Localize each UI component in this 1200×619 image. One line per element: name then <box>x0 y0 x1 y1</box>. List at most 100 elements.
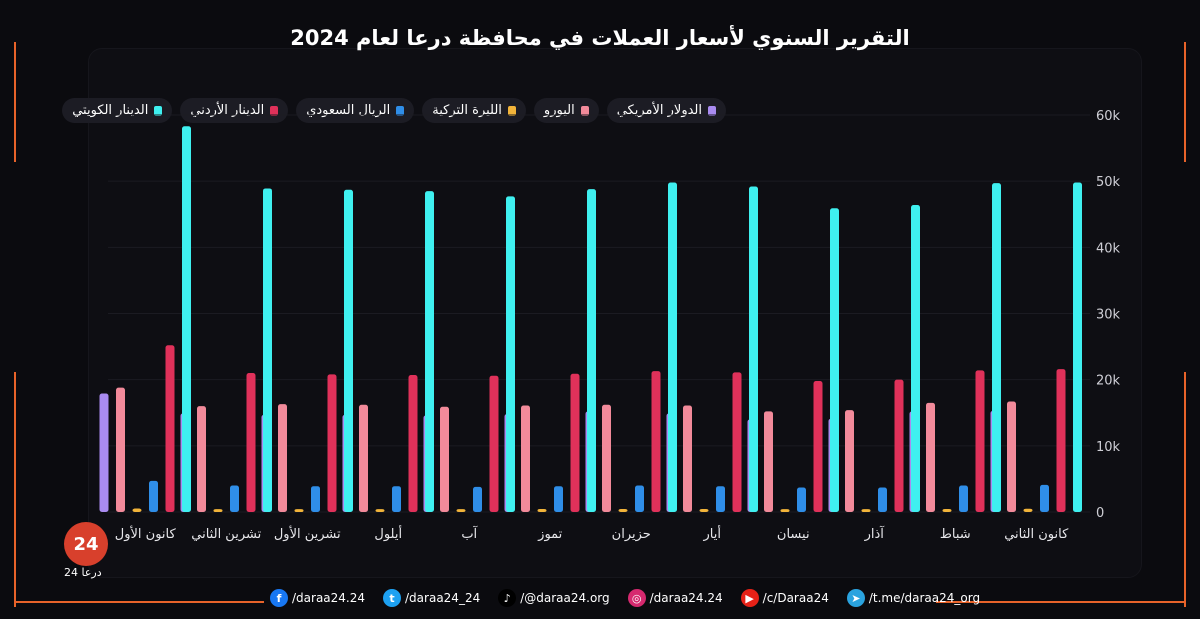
social-label: /@daraa24.org <box>520 591 610 605</box>
bar[interactable] <box>456 509 466 512</box>
bar[interactable] <box>278 404 287 512</box>
bar[interactable] <box>213 509 223 512</box>
bar[interactable] <box>651 371 661 512</box>
bar[interactable] <box>1056 369 1066 512</box>
chart-title: التقرير السنوي لأسعار العملات في محافظة … <box>290 26 910 50</box>
daraa24-logo: 24 <box>64 522 108 566</box>
facebook-icon: f <box>270 589 288 607</box>
social-label: /daraa24.24 <box>292 591 366 605</box>
legend-item[interactable]: الليرة التركية <box>422 98 526 123</box>
bar[interactable] <box>246 373 256 512</box>
bar[interactable] <box>537 509 547 512</box>
bar[interactable] <box>197 406 206 512</box>
bar[interactable] <box>263 188 272 512</box>
social-link[interactable]: t/daraa24_24 <box>383 589 480 607</box>
legend-item[interactable]: الدينار الكويتي <box>62 98 173 123</box>
legend-item[interactable]: الدينار الأردني <box>180 98 289 123</box>
bar[interactable] <box>764 411 773 512</box>
bar[interactable] <box>830 208 839 513</box>
bar[interactable] <box>344 189 353 513</box>
frame-line-left-top <box>14 42 16 162</box>
bar[interactable] <box>635 485 644 512</box>
bar[interactable] <box>375 509 385 512</box>
frame-line-bottom-right <box>936 601 1186 603</box>
bar[interactable] <box>1040 484 1049 512</box>
bar[interactable] <box>699 508 709 512</box>
logo-subtitle: درعا 24 <box>64 566 102 579</box>
bar[interactable] <box>894 379 904 512</box>
legend-item[interactable]: الدولار الأمريكي <box>606 98 726 123</box>
legend-swatch <box>580 105 589 116</box>
bar[interactable] <box>327 374 337 512</box>
bar[interactable] <box>749 186 758 512</box>
social-link[interactable]: f/daraa24.24 <box>270 589 365 607</box>
bar[interactable] <box>975 370 985 512</box>
bar[interactable] <box>668 182 677 513</box>
social-link[interactable]: ◎/daraa24.24 <box>627 589 723 607</box>
bar[interactable] <box>780 509 790 512</box>
bar[interactable] <box>116 387 125 512</box>
x-category-label: حزيران <box>612 527 651 542</box>
y-tick-label: 30k <box>1096 308 1121 323</box>
legend-item[interactable]: اليورو <box>533 98 599 123</box>
legend-label: الدينار الكويتي <box>72 103 149 118</box>
bar[interactable] <box>132 508 142 512</box>
bar[interactable] <box>845 410 854 512</box>
bar[interactable] <box>182 126 191 512</box>
bar[interactable] <box>230 485 239 512</box>
bar[interactable] <box>554 486 563 512</box>
legend-swatch <box>708 105 716 116</box>
bar[interactable] <box>618 508 628 512</box>
tiktok-icon: ♪ <box>498 589 517 607</box>
bar[interactable] <box>392 486 401 512</box>
x-category-label: أيلول <box>374 525 402 542</box>
bar[interactable] <box>506 196 515 512</box>
x-category-label: كانون الثاني <box>1004 527 1069 542</box>
bar[interactable] <box>878 487 887 512</box>
bar[interactable] <box>683 405 692 512</box>
bar[interactable] <box>942 509 952 512</box>
bar[interactable] <box>311 486 320 512</box>
bar[interactable] <box>959 485 968 512</box>
bar[interactable] <box>294 509 304 512</box>
y-tick-label: 50k <box>1096 175 1121 190</box>
bar[interactable] <box>716 486 725 512</box>
x-category-label: كانون الأول <box>115 525 177 542</box>
social-link[interactable]: ♪/@daraa24.org <box>498 589 610 607</box>
bar[interactable] <box>489 375 499 512</box>
legend-swatch <box>154 105 163 116</box>
social-links: f/daraa24.24 t/daraa24_24 ♪/@daraa24.org ◎ /… <box>270 589 980 607</box>
frame-line-bottom-left <box>14 601 264 603</box>
legend-label: الريال السعودي <box>306 103 391 118</box>
social-label: /daraa24_24 <box>405 591 481 605</box>
legend-label: الدينار الأردني <box>190 103 265 118</box>
bar[interactable] <box>813 380 823 512</box>
bar[interactable] <box>992 183 1001 512</box>
bar[interactable] <box>570 373 580 512</box>
bar[interactable] <box>425 191 434 512</box>
bar[interactable] <box>911 204 920 512</box>
bar[interactable] <box>359 404 368 512</box>
bar[interactable] <box>149 480 158 512</box>
bar[interactable] <box>861 509 871 512</box>
bar[interactable] <box>408 375 418 512</box>
legend-item[interactable]: الريال السعودي <box>296 98 415 123</box>
bar[interactable] <box>165 345 175 512</box>
social-link[interactable]: ➤/t.me/daraa24_org <box>846 589 981 607</box>
bar[interactable] <box>1023 508 1033 512</box>
y-tick-label: 10k <box>1096 440 1121 455</box>
social-link[interactable]: ▶/c/Daraa24 <box>740 589 829 607</box>
bar[interactable] <box>521 405 530 512</box>
bar[interactable] <box>473 486 482 512</box>
bar[interactable] <box>602 404 611 512</box>
bar[interactable] <box>926 402 935 512</box>
bar[interactable] <box>99 393 109 512</box>
bar[interactable] <box>1007 401 1016 512</box>
social-label: /t.me/daraa24_org <box>868 591 981 605</box>
bar[interactable] <box>587 189 596 512</box>
bar[interactable] <box>1073 182 1082 513</box>
bar[interactable] <box>797 487 806 512</box>
bar[interactable] <box>732 372 742 512</box>
frame-line-right-bottom <box>1184 372 1186 607</box>
bar[interactable] <box>440 406 449 512</box>
